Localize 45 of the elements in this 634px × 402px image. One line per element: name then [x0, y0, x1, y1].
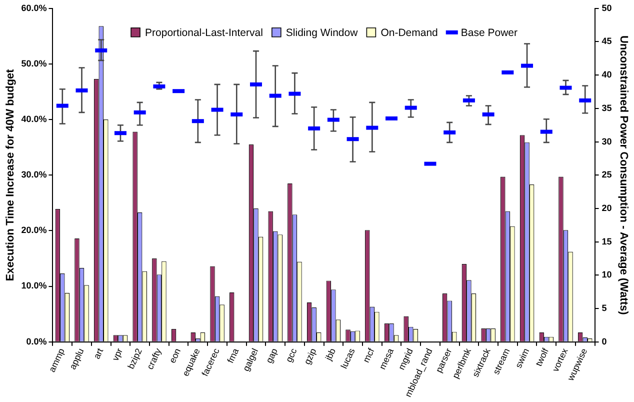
x-tick-label: ammp [46, 346, 66, 374]
x-tick-label: eon [167, 346, 183, 365]
y-tick-label: 60.0% [21, 2, 47, 13]
x-tick-label: bzip2 [126, 346, 144, 370]
y-tick-label: 0.0% [26, 336, 47, 346]
legend-label: On-Demand [380, 26, 438, 39]
x-tick-label: fma [225, 346, 241, 365]
x-tick-label: swim [513, 346, 532, 370]
x-tick-label: vortex [550, 346, 570, 374]
x-tick-label: mcf [361, 346, 376, 364]
x-tick-label: twolf [534, 346, 551, 368]
y-tick-label: 20.0% [21, 225, 47, 236]
x-tick-label: art [92, 346, 106, 361]
y2-tick-label: 10 [602, 270, 612, 280]
y2-tick-label: 45 [602, 36, 612, 46]
x-tick-label: lucas [338, 346, 358, 370]
y2-tick-label: 30 [602, 136, 612, 146]
x-tick-label: vpr [110, 346, 125, 362]
y2-axis-title: Unconstrained Power Consumption - Average (Watts) [617, 35, 630, 316]
x-tick-label: applu [67, 346, 86, 371]
y-axis-title: Execution Time Increase for 40W budget [4, 68, 17, 282]
x-tick-label: gzip [302, 346, 318, 366]
y-tick-label: 30.0% [21, 170, 47, 180]
y-tick-label: 40.0% [21, 114, 47, 124]
y2-tick-label: 35 [602, 102, 612, 113]
x-tick-label: gap [264, 346, 280, 365]
x-tick-label: jbb [322, 346, 338, 363]
y2-tick-label: 20 [602, 202, 612, 213]
legend-label: Proportional-Last-Interval [145, 26, 263, 39]
y2-tick-label: 25 [602, 170, 612, 180]
x-tick-label: stream [491, 346, 512, 376]
y2-tick-label: 50 [602, 2, 612, 13]
y2-tick-label: 40 [602, 70, 612, 80]
y2-tick-label: 15 [602, 236, 612, 246]
x-tick-label: gcc [284, 346, 299, 364]
x-tick-label: crafty [144, 346, 164, 371]
y2-tick-label: 5 [602, 302, 607, 313]
y2-tick-label: 0 [602, 336, 607, 346]
legend-label: Base Power [460, 26, 518, 39]
x-tick-label: parser [434, 346, 454, 374]
x-tick-label: galgel [240, 346, 260, 373]
y-tick-label: 50.0% [21, 58, 47, 68]
x-tick-label: mesa [377, 346, 396, 371]
legend-label: Sliding Window [286, 26, 358, 39]
y-tick-label: 10.0% [21, 280, 47, 291]
